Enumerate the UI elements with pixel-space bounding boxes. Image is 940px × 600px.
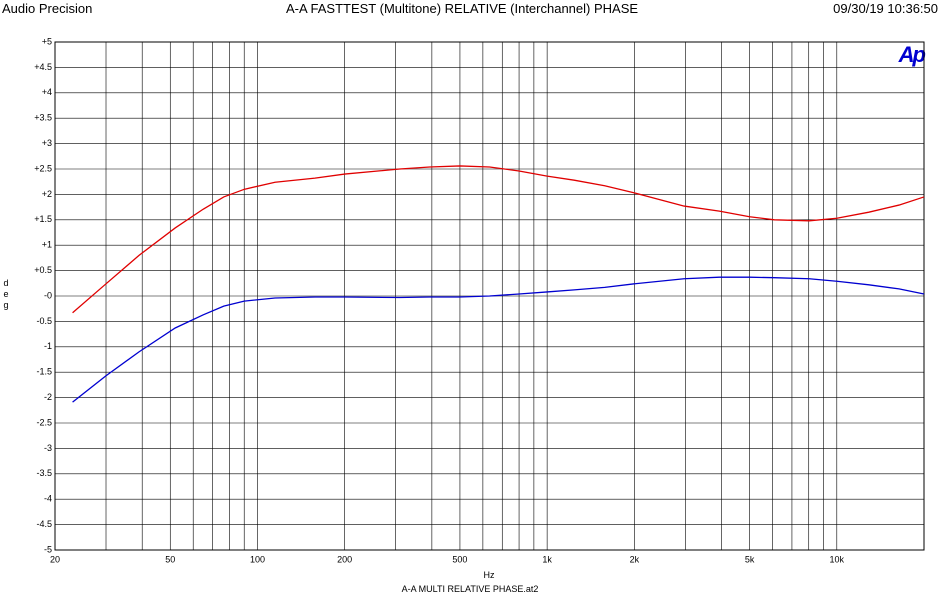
data-line	[72, 276, 925, 403]
y-tick-label: +2.5	[34, 163, 52, 173]
y-tick-label: -1	[44, 341, 52, 351]
y-tick-label: -4	[44, 494, 52, 504]
x-tick-label: 10k	[830, 554, 845, 564]
y-tick-label: -2.5	[36, 417, 52, 427]
header-left: Audio Precision	[2, 1, 92, 16]
x-tick-label: 50	[165, 554, 175, 564]
y-tick-label: +1	[42, 240, 52, 250]
y-tick-label: +0.5	[34, 265, 52, 275]
y-axis-label: deg	[3, 278, 9, 310]
x-tick-label: 5k	[745, 554, 755, 564]
y-tick-label: +4	[42, 87, 52, 97]
header-right: 09/30/19 10:36:50	[833, 1, 938, 16]
y-tick-label: -1.5	[36, 367, 52, 377]
x-tick-label: 500	[452, 554, 467, 564]
y-tick-label: +3.5	[34, 113, 52, 123]
y-tick-label: +5	[42, 36, 52, 46]
y-tick-label: -0.5	[36, 316, 52, 326]
footer: A-A MULTI RELATIVE PHASE.at2	[402, 584, 539, 594]
data-line	[72, 165, 925, 314]
x-tick-label: 1k	[542, 554, 552, 564]
logo: Ap	[898, 42, 926, 67]
chart-title: A-A FASTTEST (Multitone) RELATIVE (Inter…	[286, 1, 638, 16]
x-axis-label: Hz	[484, 570, 495, 580]
x-tick-label: 200	[337, 554, 352, 564]
y-tick-label: +2	[42, 189, 52, 199]
y-tick-label: +3	[42, 138, 52, 148]
y-tick-label: -4.5	[36, 519, 52, 529]
x-tick-label: 2k	[630, 554, 640, 564]
y-tick-label: -3.5	[36, 468, 52, 478]
y-tick-label: -0	[44, 290, 52, 300]
y-tick-label: +4.5	[34, 62, 52, 72]
x-tick-label: 100	[250, 554, 265, 564]
y-tick-label: -2	[44, 392, 52, 402]
y-tick-label: +1.5	[34, 214, 52, 224]
y-tick-label: -3	[44, 443, 52, 453]
y-tick-label: -5	[44, 544, 52, 554]
x-tick-label: 20	[50, 554, 60, 564]
